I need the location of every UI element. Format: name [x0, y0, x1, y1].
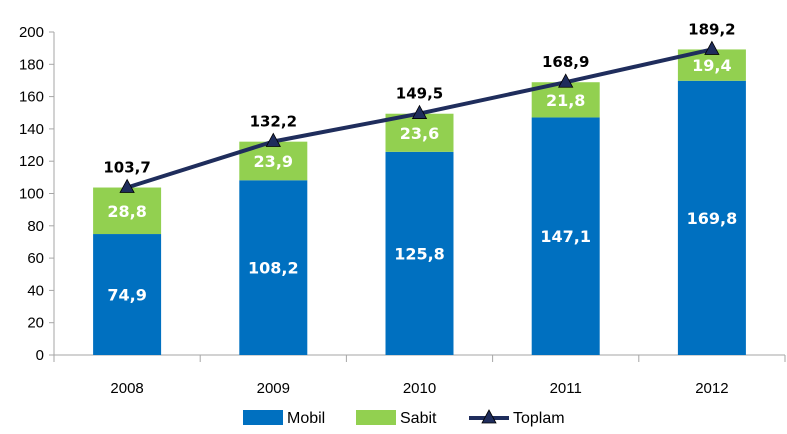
data-label-sabit: 23,9: [254, 152, 293, 171]
bar-sabit: [385, 113, 454, 152]
x-tick-label: 2011: [550, 380, 582, 397]
data-label-toplam: 103,7: [103, 159, 150, 177]
bar-mobil: [239, 180, 308, 355]
y-tick-label: 140: [19, 121, 44, 138]
x-tick-label: 2012: [695, 380, 728, 397]
total-line: [119, 40, 720, 193]
marker-toplam: [558, 73, 574, 88]
legend-marker-toplam: [481, 409, 497, 424]
y-tick-label: 0: [36, 347, 44, 364]
y-tick-label: 40: [27, 282, 44, 299]
y-tick-label: 100: [19, 186, 44, 203]
legend: Mobil Sabit Toplam: [243, 409, 565, 427]
legend-label-toplam: Toplam: [513, 410, 565, 427]
data-label-sabit: 21,8: [546, 91, 585, 110]
legend-label-sabit: Sabit: [400, 410, 437, 427]
data-label-mobil: 169,8: [687, 209, 738, 228]
marker-toplam: [119, 178, 135, 193]
legend-swatch-mobil: [243, 410, 283, 425]
data-label-mobil: 108,2: [248, 259, 299, 278]
data-label-toplam: 149,5: [396, 85, 443, 103]
bar-mobil: [531, 117, 600, 355]
marker-toplam: [265, 132, 281, 147]
bar-mobil: [677, 80, 746, 355]
y-tick-label: 180: [19, 56, 44, 73]
y-tick-label: 120: [19, 153, 44, 170]
data-labels: 74,9 28,8 108,2 23,9 125,8 23,6 147,1 21,8 169,8…: [103, 20, 737, 304]
data-label-mobil: 125,8: [394, 244, 445, 263]
data-label-toplam: 168,9: [542, 53, 589, 71]
bar-mobil: [93, 234, 162, 355]
data-label-toplam: 132,2: [250, 112, 297, 130]
y-tick-label: 200: [19, 24, 44, 41]
x-tick-label: 2009: [257, 380, 290, 397]
data-label-sabit: 28,8: [107, 202, 146, 221]
data-label-mobil: 147,1: [540, 227, 591, 246]
data-label-sabit: 23,6: [400, 124, 439, 143]
data-label-sabit: 19,4: [692, 56, 731, 75]
y-tick-label: 80: [27, 218, 44, 235]
y-tick-label: 60: [27, 250, 44, 267]
data-label-toplam: 189,2: [688, 20, 735, 38]
data-label-mobil: 74,9: [107, 286, 146, 305]
x-tick-label: 2010: [403, 380, 436, 397]
x-tick-label: 2008: [110, 380, 143, 397]
y-tick-label: 20: [27, 315, 44, 332]
bars: [93, 49, 746, 355]
legend-swatch-sabit: [356, 410, 396, 425]
y-tick-label: 160: [19, 89, 44, 106]
bar-sabit: [93, 187, 162, 235]
legend-label-mobil: Mobil: [287, 410, 325, 427]
marker-toplam: [704, 40, 720, 55]
marker-toplam: [411, 104, 428, 119]
bar-mobil: [385, 151, 454, 355]
